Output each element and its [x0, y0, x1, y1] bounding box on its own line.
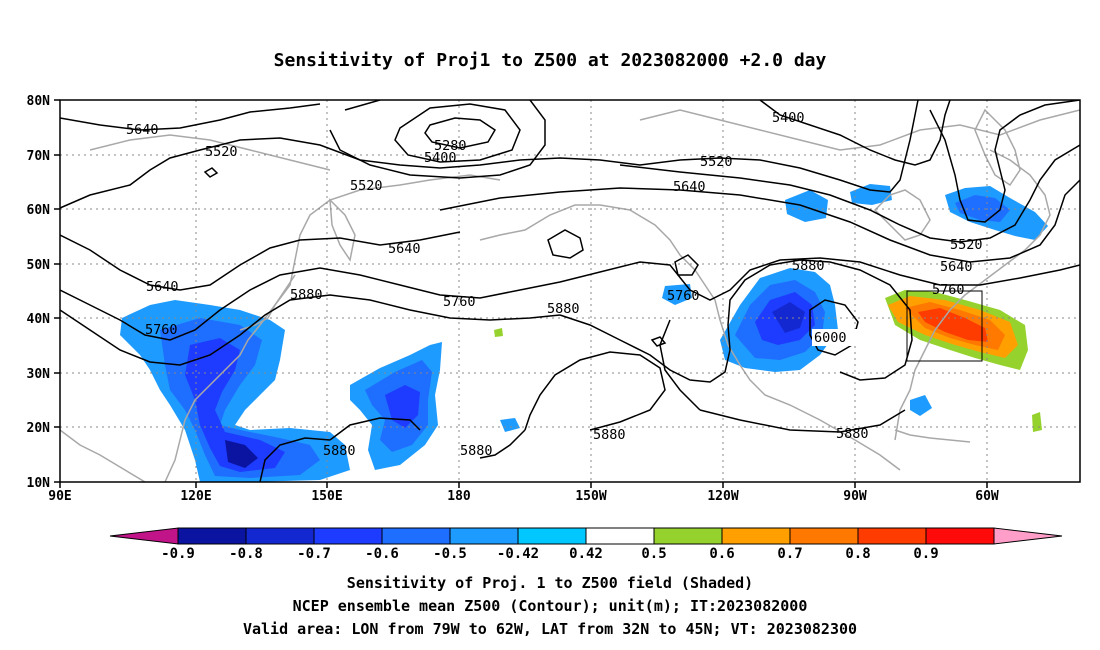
lat-label: 50N [27, 258, 51, 273]
coastline-greenland [975, 110, 1020, 185]
colorbar-label: -0.6 [365, 546, 399, 562]
lon-label: 120E [180, 489, 211, 504]
contour-label: 5400 [424, 150, 457, 166]
colorbar-swatch [518, 528, 586, 544]
coastline-caribbean [895, 430, 970, 442]
contour-5640-north [60, 104, 320, 130]
map-svg: 5640 5520 5280 5400 5520 5400 5520 5640 … [0, 0, 1100, 650]
figure: Sensitivity of Proj1 to Z500 at 20230820… [0, 0, 1100, 650]
colorbar-swatch [586, 528, 654, 544]
negative-patch-hudson [850, 184, 892, 205]
lat-label: 70N [27, 149, 51, 164]
latitude-labels: 80N 70N 60N 50N 40N 30N 20N 10N [27, 94, 51, 491]
contour-label: 5520 [700, 154, 733, 170]
contour-label: 5640 [388, 241, 421, 257]
longitude-labels: 90E 120E 150E 180 150W 120W 90W 60W [48, 489, 999, 504]
contour-label: 5880 [290, 287, 323, 303]
contour-label: 5880 [792, 258, 825, 274]
contour-5880-pacific [525, 352, 665, 430]
colorbar-swatch [314, 528, 382, 544]
colorbar: -0.9 -0.8 -0.7 -0.6 -0.5 -0.42 0.42 0.5 0.6 0.7 0.… [110, 528, 1062, 562]
colorbar-swatch [246, 528, 314, 544]
contour-label: 5760 [145, 322, 178, 338]
contour-label: 5880 [547, 301, 580, 317]
lat-label: 10N [27, 476, 51, 491]
lat-label: 60N [27, 203, 51, 218]
colorbar-swatch [858, 528, 926, 544]
contour-label: 5880 [593, 427, 626, 443]
colorbar-label: 0.5 [641, 546, 666, 562]
colorbar-swatch [722, 528, 790, 544]
contour-label: 5400 [772, 110, 805, 126]
colorbar-swatch [450, 528, 518, 544]
caption-line-1: Sensitivity of Proj. 1 to Z500 field (Sh… [0, 574, 1100, 592]
positive-patch-small-1 [494, 328, 503, 337]
contour-label: 5880 [836, 426, 869, 442]
lat-label: 80N [27, 94, 51, 109]
contour-closed-yukon [675, 255, 698, 275]
contour-label: 5520 [205, 144, 238, 160]
negative-patch-canada-west [785, 190, 828, 222]
colorbar-label: 0.42 [569, 546, 603, 562]
contour-label: 5520 [950, 237, 983, 253]
colorbar-label: 0.7 [777, 546, 802, 562]
contour-label: 5640 [126, 122, 159, 138]
contour-label: 5880 [460, 443, 493, 459]
lon-label: 90W [843, 489, 867, 504]
lon-label: 90E [48, 489, 71, 504]
colorbar-over-arrow [994, 528, 1062, 544]
positive-patch-small-2 [1032, 412, 1042, 432]
negative-patch-caribbean [910, 395, 932, 416]
caption-line-2: NCEP ensemble mean Z500 (Contour); unit(… [0, 597, 1100, 615]
caption-line-3: Valid area: LON from 79W to 62W, LAT fro… [0, 620, 1100, 638]
contour-label: 5640 [940, 259, 973, 275]
lon-label: 150W [575, 489, 606, 504]
lat-label: 30N [27, 367, 51, 382]
contour-label: 5760 [667, 288, 700, 304]
contour-closed-alaska [548, 230, 583, 258]
contour-label: 6000 [814, 330, 847, 346]
colorbar-label: -0.7 [297, 546, 331, 562]
colorbar-label: 0.8 [845, 546, 870, 562]
contour-labels: 5640 5520 5280 5400 5520 5400 5520 5640 … [126, 110, 983, 459]
colorbar-swatch [178, 528, 246, 544]
lon-label: 180 [447, 489, 471, 504]
colorbar-swatch [790, 528, 858, 544]
lon-label: 120W [707, 489, 738, 504]
contour-label: 5760 [932, 282, 965, 298]
colorbar-swatch [382, 528, 450, 544]
negative-patch-hawaii [500, 418, 520, 432]
contour-label: 5640 [673, 179, 706, 195]
colorbar-label: 0.9 [913, 546, 938, 562]
lat-label: 20N [27, 421, 51, 436]
contour-label: 5520 [350, 178, 383, 194]
colorbar-label: 0.6 [709, 546, 734, 562]
lon-label: 60W [975, 489, 999, 504]
colorbar-label: -0.9 [161, 546, 195, 562]
colorbar-label: -0.5 [433, 546, 467, 562]
colorbar-swatch [926, 528, 994, 544]
colorbar-label: -0.8 [229, 546, 263, 562]
lat-label: 40N [27, 312, 51, 327]
colorbar-label: -0.42 [497, 546, 539, 562]
contour-label: 5640 [146, 279, 179, 295]
contour-closed-small [205, 168, 217, 177]
contour-label: 5880 [323, 443, 356, 459]
contour-label: 5760 [443, 294, 476, 310]
colorbar-swatch [654, 528, 722, 544]
lon-label: 150E [311, 489, 342, 504]
colorbar-under-arrow [110, 528, 178, 544]
